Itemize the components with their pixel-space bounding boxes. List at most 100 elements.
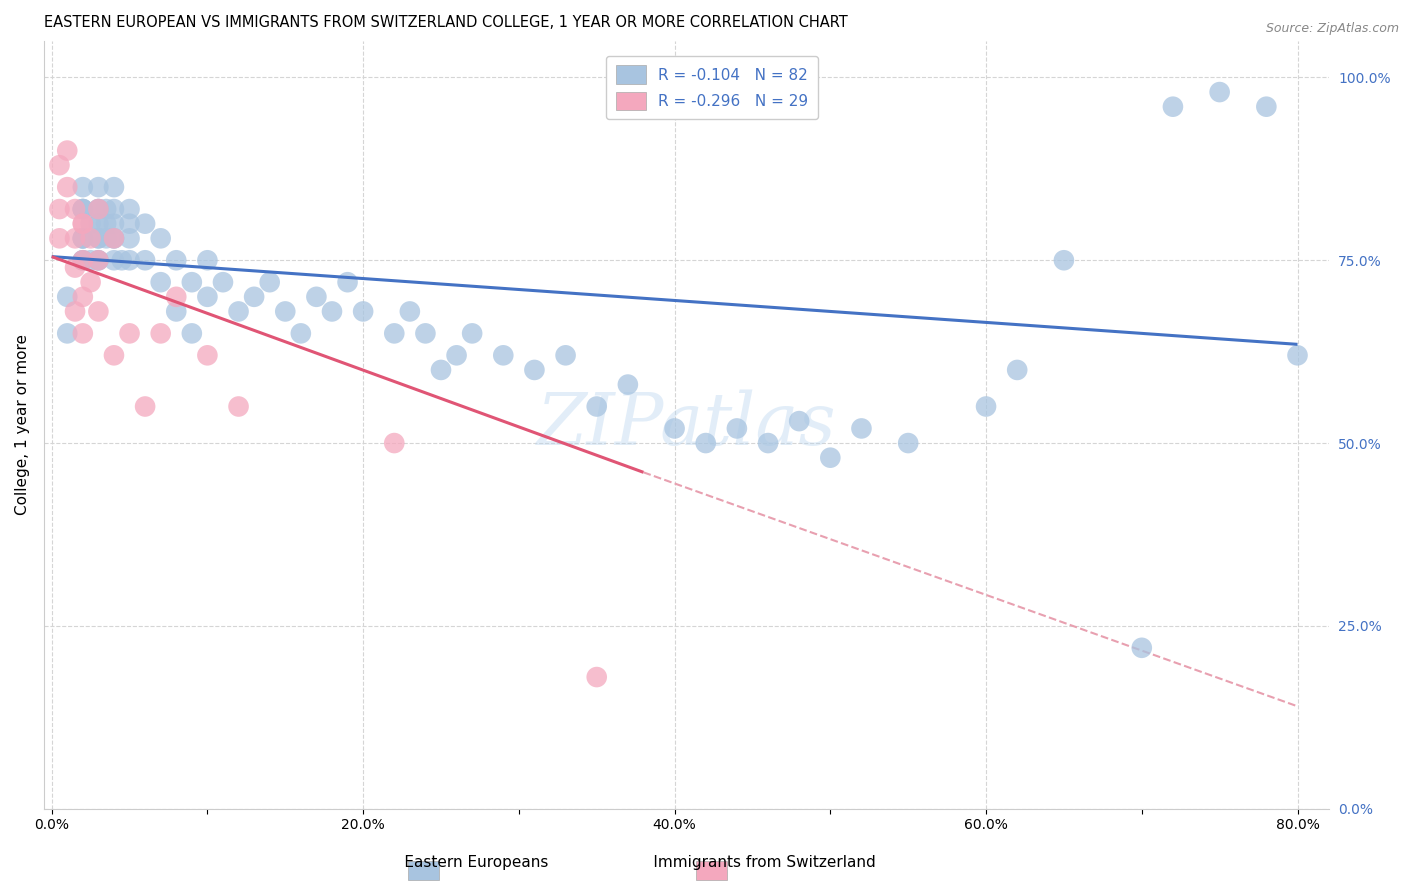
Point: [756, 436, 779, 450]
Point: [72, 326, 94, 341]
Point: [63, 304, 86, 318]
Point: [134, 253, 156, 268]
Point: [415, 326, 437, 341]
Point: [430, 363, 453, 377]
Point: [103, 231, 125, 245]
Point: [72, 253, 94, 268]
Point: [103, 348, 125, 362]
Point: [87, 231, 110, 245]
Point: [897, 436, 920, 450]
Point: [103, 217, 125, 231]
Point: [72, 202, 94, 216]
Point: [1208, 85, 1230, 99]
Point: [820, 450, 842, 465]
Point: [585, 670, 607, 684]
Point: [617, 377, 640, 392]
Point: [118, 253, 141, 268]
Point: [103, 231, 125, 245]
Point: [336, 275, 359, 289]
Point: [695, 436, 717, 450]
Point: [305, 290, 328, 304]
Point: [72, 217, 94, 231]
Point: [461, 326, 484, 341]
Point: [63, 231, 86, 245]
Point: [787, 414, 810, 428]
Point: [103, 231, 125, 245]
Point: [96, 202, 118, 216]
Point: [63, 260, 86, 275]
Point: [48, 158, 70, 172]
Point: [149, 231, 172, 245]
Text: ZIPatlas: ZIPatlas: [537, 390, 837, 460]
Point: [72, 290, 94, 304]
Point: [48, 231, 70, 245]
Point: [72, 231, 94, 245]
Point: [72, 253, 94, 268]
Point: [87, 180, 110, 194]
Point: [1005, 363, 1028, 377]
Point: [87, 304, 110, 318]
Point: [72, 253, 94, 268]
Point: [87, 253, 110, 268]
Point: [96, 231, 118, 245]
Point: [149, 275, 172, 289]
Point: [664, 421, 686, 435]
Point: [228, 400, 250, 414]
Point: [851, 421, 873, 435]
Point: [103, 253, 125, 268]
Point: [149, 326, 172, 341]
Point: [103, 202, 125, 216]
Text: Eastern Europeans: Eastern Europeans: [380, 855, 548, 870]
Point: [56, 290, 79, 304]
Point: [554, 348, 576, 362]
Point: [79, 217, 101, 231]
Point: [1256, 100, 1278, 114]
Point: [165, 304, 187, 318]
Legend: R = -0.104   N = 82, R = -0.296   N = 29: R = -0.104 N = 82, R = -0.296 N = 29: [606, 56, 817, 120]
Point: [212, 275, 235, 289]
Point: [103, 180, 125, 194]
Point: [1161, 100, 1184, 114]
Point: [492, 348, 515, 362]
Point: [134, 217, 156, 231]
Point: [228, 304, 250, 318]
Point: [274, 304, 297, 318]
Point: [87, 202, 110, 216]
Point: [72, 202, 94, 216]
Point: [725, 421, 748, 435]
Point: [243, 290, 266, 304]
Point: [48, 202, 70, 216]
Point: [72, 217, 94, 231]
Point: [1053, 253, 1076, 268]
Point: [446, 348, 468, 362]
Point: [321, 304, 343, 318]
Point: [87, 231, 110, 245]
Point: [118, 202, 141, 216]
Point: [165, 253, 187, 268]
Point: [79, 275, 101, 289]
Point: [197, 348, 219, 362]
Point: [72, 202, 94, 216]
Point: [118, 326, 141, 341]
Point: [72, 231, 94, 245]
Point: [79, 231, 101, 245]
Point: [118, 231, 141, 245]
Y-axis label: College, 1 year or more: College, 1 year or more: [15, 334, 30, 516]
Text: Immigrants from Switzerland: Immigrants from Switzerland: [628, 855, 876, 870]
Point: [72, 231, 94, 245]
Point: [585, 400, 607, 414]
Point: [1130, 640, 1153, 655]
Point: [87, 253, 110, 268]
Point: [134, 400, 156, 414]
Point: [197, 253, 219, 268]
Text: Source: ZipAtlas.com: Source: ZipAtlas.com: [1265, 22, 1399, 36]
Point: [399, 304, 422, 318]
Point: [523, 363, 546, 377]
Point: [87, 217, 110, 231]
Point: [56, 180, 79, 194]
Point: [118, 217, 141, 231]
Point: [79, 253, 101, 268]
Point: [87, 253, 110, 268]
Point: [87, 202, 110, 216]
Point: [56, 326, 79, 341]
